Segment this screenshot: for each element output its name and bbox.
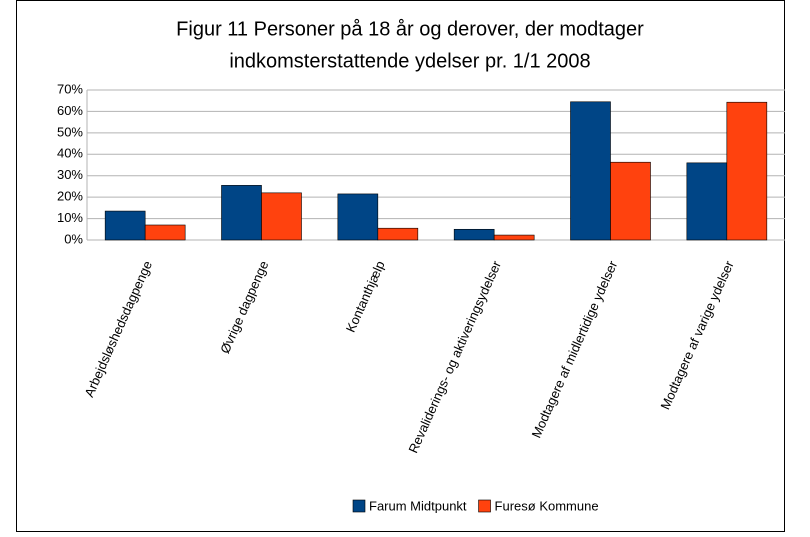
bar	[221, 185, 262, 241]
y-tick-label: 70%	[57, 81, 83, 96]
chart-title: Figur 11 Personer på 18 år og derover, d…	[176, 18, 644, 40]
bar	[377, 227, 419, 241]
bar	[337, 193, 379, 241]
y-tick-label: 30%	[57, 167, 83, 182]
y-tick-label: 50%	[57, 124, 83, 139]
bar	[104, 210, 146, 241]
chart-frame	[16, 0, 785, 532]
y-tick-label: 10%	[57, 210, 83, 225]
y-tick-label: 20%	[57, 189, 83, 204]
legend-label: Farum Midtpunkt	[369, 498, 467, 513]
bar	[261, 192, 302, 241]
legend-swatch	[478, 499, 491, 513]
chart-title: indkomsterstattende ydelser pr. 1/1 2008	[229, 50, 590, 72]
y-tick-label: 0%	[64, 231, 83, 246]
legend-label: Furesø Kommune	[495, 498, 599, 513]
bar	[493, 234, 535, 241]
bar	[610, 161, 651, 241]
bar	[144, 224, 186, 241]
y-tick-label: 40%	[57, 146, 83, 161]
legend-swatch	[352, 499, 366, 513]
bar	[453, 228, 495, 241]
y-tick-label: 60%	[57, 103, 83, 118]
bar	[686, 162, 728, 241]
bar	[726, 101, 768, 241]
bar	[570, 101, 611, 241]
